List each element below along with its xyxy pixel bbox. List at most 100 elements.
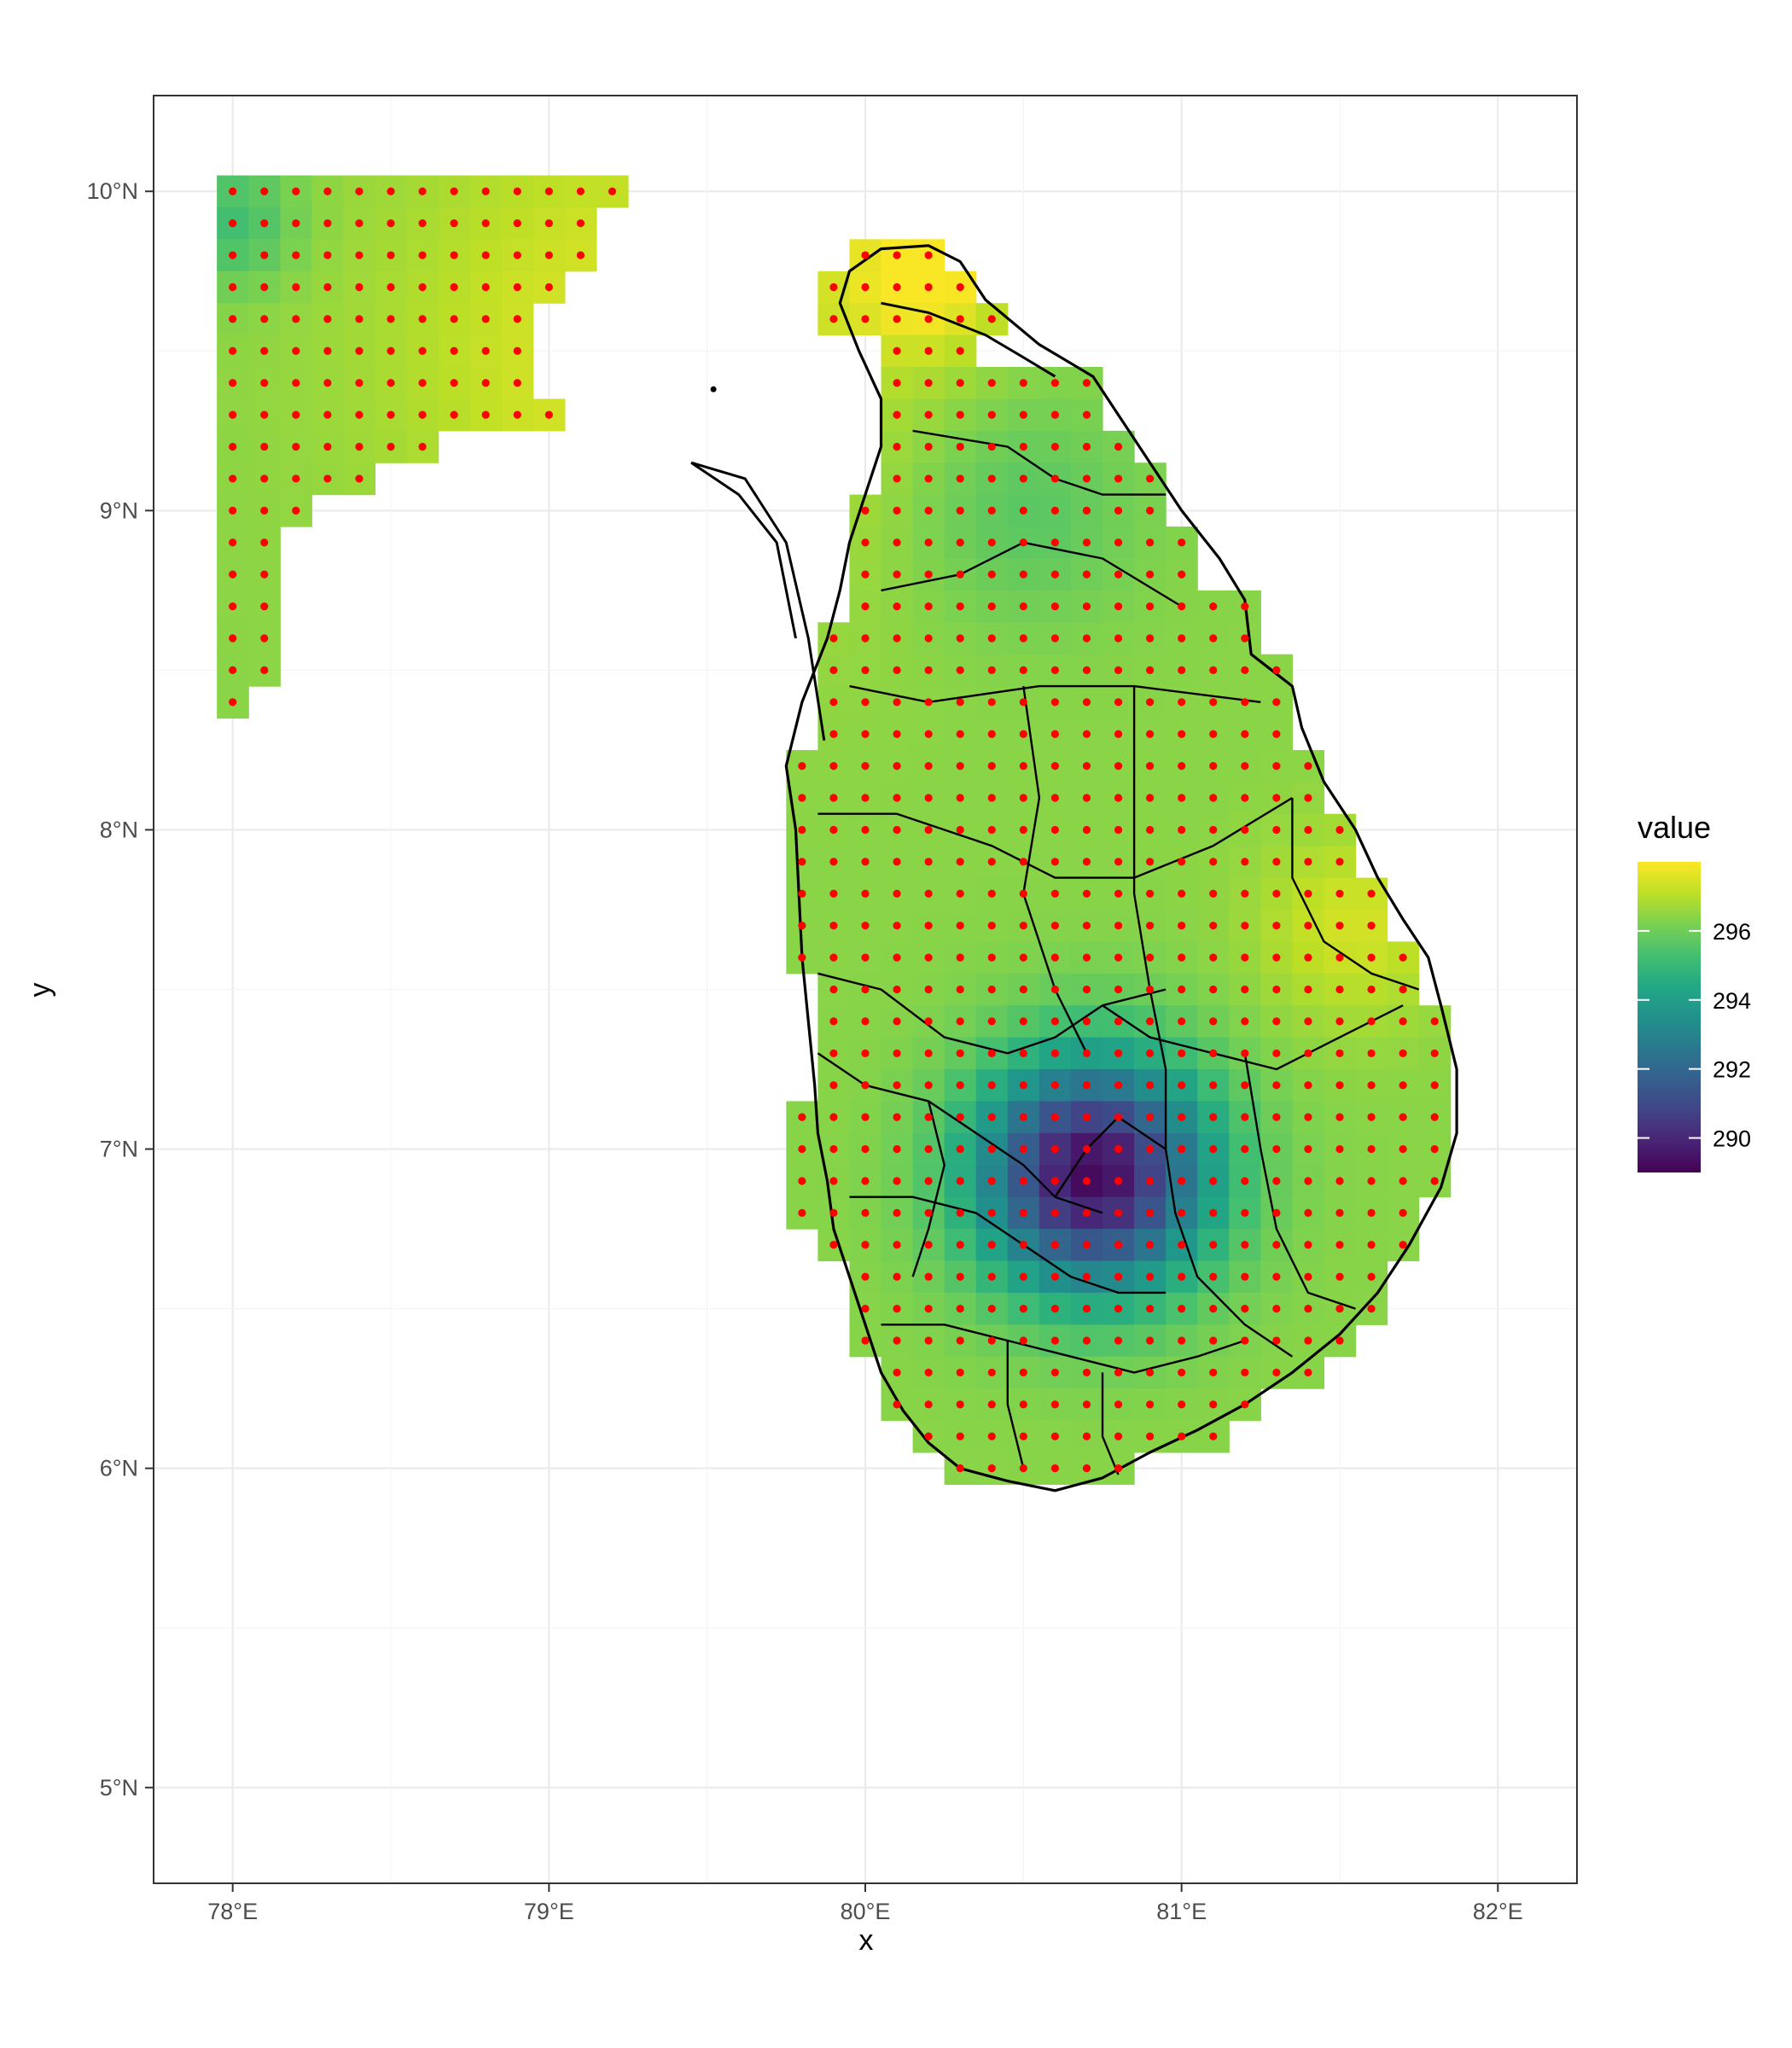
grid-point (1272, 890, 1280, 898)
grid-point (451, 379, 458, 387)
grid-point (1335, 1177, 1343, 1184)
grid-point (1272, 794, 1280, 801)
grid-point (829, 1050, 837, 1057)
grid-point (1083, 571, 1091, 579)
grid-point (988, 474, 996, 482)
grid-point (451, 188, 458, 195)
x-tick-label: 81°E (1156, 1899, 1207, 1924)
grid-point (988, 1369, 996, 1376)
grid-point (1272, 922, 1280, 929)
grid-point (861, 1081, 869, 1089)
grid-point (861, 315, 869, 323)
grid-point (323, 379, 331, 387)
grid-point (1114, 1336, 1122, 1344)
grid-point (893, 1081, 900, 1089)
grid-point (1114, 858, 1122, 865)
grid-point (893, 922, 900, 929)
grid-point (829, 826, 837, 834)
grid-point (988, 953, 996, 961)
grid-point (482, 411, 490, 419)
grid-point (925, 507, 933, 515)
grid-point (1114, 1050, 1122, 1057)
grid-point (925, 698, 933, 706)
grid-point (988, 1336, 996, 1344)
grid-point (1304, 1273, 1312, 1281)
grid-point (1051, 1369, 1059, 1376)
grid-point (1146, 953, 1154, 961)
grid-point (260, 538, 268, 546)
grid-point (861, 1145, 869, 1153)
grid-point (1114, 794, 1122, 801)
grid-point (1178, 1177, 1185, 1184)
grid-point (957, 953, 964, 961)
grid-point (260, 379, 268, 387)
grid-point (1146, 1177, 1154, 1184)
grid-point (893, 1241, 900, 1248)
grid-point (925, 283, 933, 291)
grid-point (1272, 986, 1280, 993)
grid-point (1020, 922, 1027, 929)
grid-point (1083, 379, 1091, 387)
grid-point (1272, 698, 1280, 706)
grid-point (1146, 826, 1154, 834)
grid-point (1241, 1305, 1248, 1312)
grid-point (829, 1241, 837, 1248)
grid-point (608, 188, 616, 195)
grid-point (1367, 1209, 1375, 1217)
grid-point (545, 411, 553, 419)
grid-point (1020, 730, 1027, 738)
grid-point (1114, 602, 1122, 610)
grid-point (1051, 571, 1059, 579)
grid-point (1114, 571, 1122, 579)
grid-point (260, 634, 268, 642)
grid-point (1241, 1145, 1248, 1153)
grid-point (260, 251, 268, 259)
grid-point (1083, 1145, 1091, 1153)
grid-point (988, 890, 996, 898)
grid-point (1114, 953, 1122, 961)
grid-point (1209, 1336, 1217, 1344)
grid-point (925, 986, 933, 993)
grid-point (355, 219, 363, 227)
grid-point (893, 1336, 900, 1344)
grid-point (1209, 826, 1217, 834)
grid-point (1209, 698, 1217, 706)
grid-point (1051, 1464, 1059, 1472)
grid-point (1083, 602, 1091, 610)
grid-point (988, 698, 996, 706)
grid-point (988, 507, 996, 515)
grid-point (418, 315, 426, 323)
grid-point (988, 1081, 996, 1089)
x-tick-label: 80°E (841, 1899, 891, 1924)
grid-point (1241, 602, 1248, 610)
grid-point (1020, 1433, 1027, 1440)
grid-point (514, 347, 521, 355)
grid-point (1241, 666, 1248, 674)
grid-point (861, 538, 869, 546)
grid-point (1178, 986, 1185, 993)
grid-point (1178, 666, 1185, 674)
legend-label: 296 (1713, 919, 1751, 945)
grid-point (1146, 538, 1154, 546)
grid-point (260, 411, 268, 419)
grid-point (829, 922, 837, 929)
grid-point (418, 219, 426, 227)
grid-point (1241, 1400, 1248, 1408)
grid-point (1051, 443, 1059, 451)
grid-point (798, 794, 806, 801)
grid-point (1114, 922, 1122, 929)
grid-point (1272, 826, 1280, 834)
grid-point (1335, 1114, 1343, 1121)
grid-point (355, 443, 363, 451)
grid-point (1020, 602, 1027, 610)
grid-point (1020, 1273, 1027, 1281)
grid-point (1114, 1305, 1122, 1312)
grid-point (1209, 1145, 1217, 1153)
grid-point (229, 283, 236, 291)
grid-point (925, 602, 933, 610)
grid-point (1051, 1050, 1059, 1057)
grid-point (1399, 986, 1407, 993)
grid-point (893, 666, 900, 674)
grid-point (1431, 1145, 1439, 1153)
grid-point (482, 379, 490, 387)
